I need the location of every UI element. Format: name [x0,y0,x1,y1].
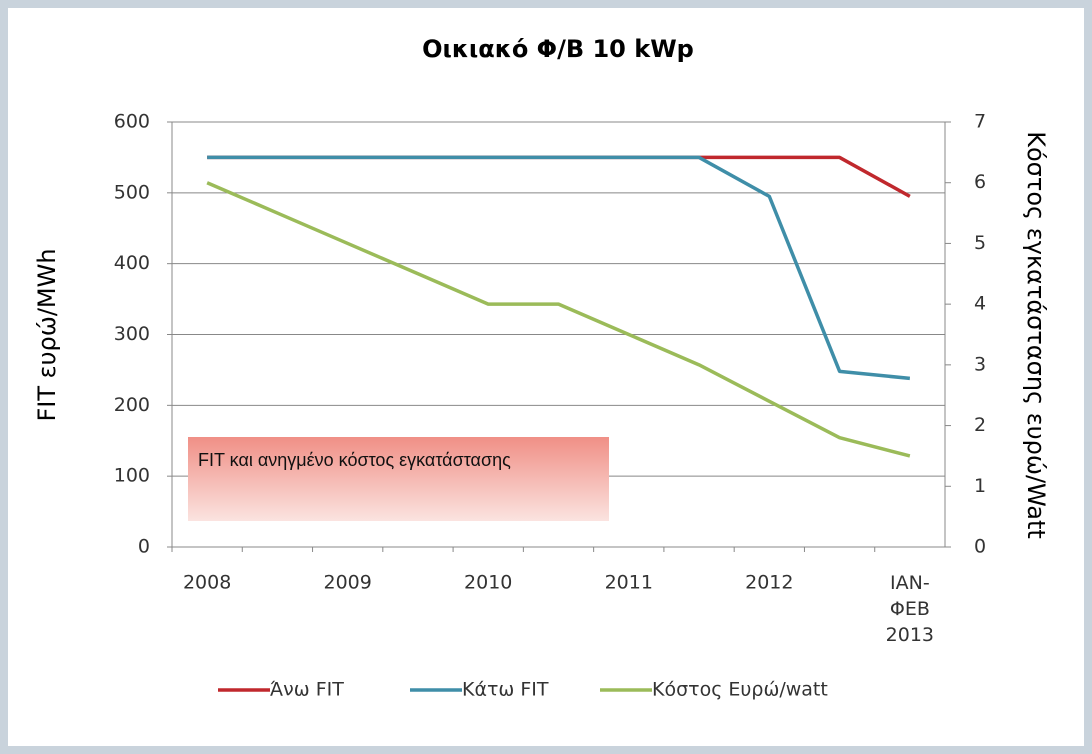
y-tick-label: 600 [114,111,150,133]
x-tick-line: ΦΕΒ [890,598,930,620]
x-tick-label: IAN- ΦΕΒ 2013 [886,572,934,646]
x-tick-label: 2011 [605,572,653,594]
y-tick-label: 500 [114,181,150,203]
y2-tick-label: 7 [974,111,986,133]
y2-tick-label: 5 [974,232,986,254]
y2-tick-label: 4 [974,293,986,315]
x-tick-line: IAN- [890,572,930,594]
series-line [206,181,911,458]
y-tick-label: 100 [114,465,150,487]
y-axis-label: FIT ευρώ/MWh [33,248,61,421]
x-tick-label: 2012 [745,572,793,594]
y-tick-label: 0 [138,536,150,558]
legend-label: Κόστος Ευρώ/watt [652,679,828,701]
y2-axis-label: Κόστος εγκατάστασης ευρώ/Watt [1022,131,1050,539]
y2-tick-label: 2 [974,414,986,436]
x-tick-label: 2009 [324,572,372,594]
series-line [207,155,911,381]
y-tick-label: 200 [114,394,150,416]
legend-label: Άνω FIT [270,679,344,701]
y2-tick-label: 3 [974,353,986,375]
y-tick-label: 300 [114,323,150,345]
chart-title: Οικιακό Φ/Β 10 kWp [422,35,694,63]
x-tick-line: 2013 [886,624,934,646]
y2-tick-label: 1 [974,475,986,497]
legend-label: Κάτω FIT [462,679,549,701]
x-tick-label: 2010 [464,572,512,594]
y2-tick-label: 0 [974,536,986,558]
x-tick-label: 2008 [183,572,231,594]
annotation: FIT και ανηγμένο κόστος εγκατάστασης [188,437,609,521]
y-tick-label: 400 [114,252,150,274]
y2-tick-label: 6 [974,171,986,193]
